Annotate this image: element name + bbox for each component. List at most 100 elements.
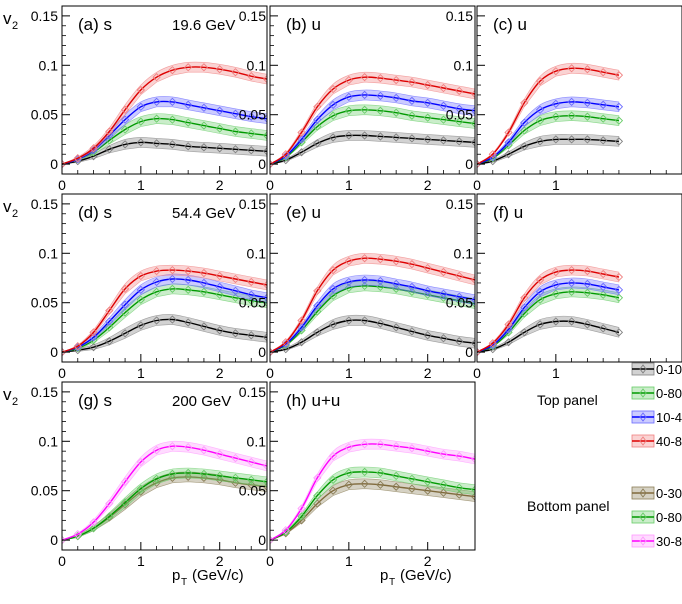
data-point [313,473,322,482]
data-point [392,442,401,451]
data-point [392,323,401,332]
data-point [439,488,448,497]
plot-area [62,264,267,357]
panel-title: (h) u+u [286,391,340,410]
data-point [231,68,240,77]
data-point [168,284,177,294]
data-point [231,453,240,463]
data-point [136,457,145,467]
x-tick-label: 0 [473,177,481,193]
data-point [199,469,209,479]
data-point [470,295,475,304]
data-point [504,320,513,329]
x-tick-label: 0 [58,553,66,569]
legend-entry: 10-4 [631,410,682,425]
data-point [439,136,448,145]
curve-line [62,445,267,541]
data-point [168,469,177,479]
panel-d: 0 0.05 0.1 0.15 0 1 2 (d) s 54.4 GeV [31,193,268,381]
data-point [73,530,82,539]
data-point [551,289,560,298]
data-point [583,112,592,121]
data-point [262,114,267,123]
curve-line [477,138,619,165]
data-point [105,306,114,315]
data-point [360,281,369,291]
data-point [328,475,338,484]
data-point [215,471,224,481]
data-point [614,137,624,146]
data-point [136,321,145,330]
data-point [535,287,545,296]
data-point [376,440,385,449]
data-point [136,117,145,126]
data-point [297,323,306,332]
data-point [439,289,448,298]
data-point [152,114,161,123]
data-point [199,473,209,482]
data-point [392,133,401,142]
data-point [567,265,576,275]
data-point [168,473,177,482]
data-point [535,320,545,329]
data-point [520,309,529,318]
data-point [328,320,338,329]
data-point [344,92,353,102]
data-point [423,286,432,295]
panel-c: 0 0.05 0.1 0.15 0 1 (c) u [446,5,682,193]
y-axis-symbol: v [3,197,12,216]
data-point [262,293,267,302]
y-tick-label: 0.15 [239,384,266,400]
panel-energy: 54.4 GeV [172,205,235,222]
data-point [614,71,624,80]
data-point [520,142,529,151]
data-point [376,91,385,101]
data-point [73,154,82,163]
data-point [423,263,432,273]
data-point [407,77,417,87]
legend-swatch-marker [639,488,647,498]
data-point [262,461,267,471]
data-point [344,106,353,115]
data-point [184,318,193,327]
data-point [215,450,224,459]
data-point [535,137,545,146]
data-point [614,285,624,294]
data-point [73,155,82,164]
series-blue [270,274,475,357]
y-tick-label: 0.05 [239,483,266,499]
data-point [199,322,209,331]
data-point [583,320,592,329]
data-point [168,315,177,324]
data-point [344,480,353,489]
series-black [62,314,267,357]
y-axis-title-row-3: v 2 [3,385,18,408]
data-point [407,96,417,106]
data-point [455,296,464,305]
data-point [120,498,130,507]
data-point [247,277,256,287]
data-point [470,106,475,115]
data-point [567,64,576,73]
data-point [136,85,145,95]
legend-bottom-panel-label: Bottom panel [527,498,610,514]
x-axis-title-right: p T (GeV/c) [380,567,452,588]
data-point [504,338,513,347]
data-point [152,97,161,106]
data-point [344,75,353,85]
data-point [328,84,338,94]
x-tick-label: 1 [345,365,353,381]
error-band [270,314,475,353]
data-point [599,269,608,279]
data-point [105,127,114,136]
series-black [270,130,475,169]
data-point [328,100,338,109]
data-point [136,271,145,281]
data-point [297,512,306,521]
data-point [89,152,98,161]
legend-entry: 30-8 [631,534,682,549]
data-point [567,97,576,106]
data-point [184,118,193,127]
data-point [407,484,417,493]
data-point [184,266,193,276]
